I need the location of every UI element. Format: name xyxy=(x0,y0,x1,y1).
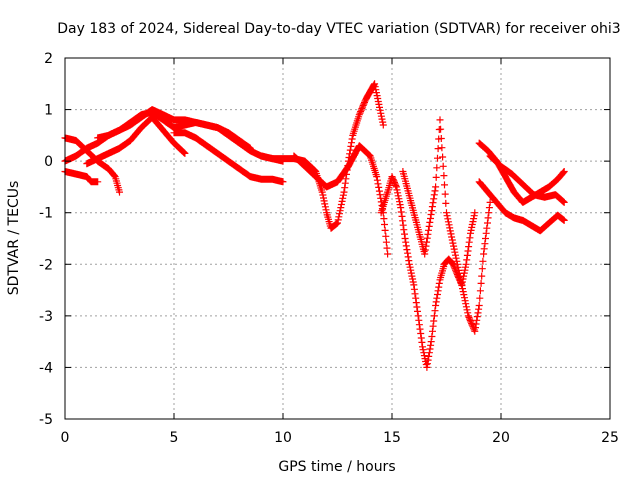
plus-markers xyxy=(377,173,479,371)
plus-markers xyxy=(61,168,102,186)
series-satellite-track-2 xyxy=(61,168,102,186)
y-tick-label: -2 xyxy=(39,257,53,273)
y-tick-label: -1 xyxy=(39,206,53,222)
series-satellite-track-10 xyxy=(399,116,494,335)
series-satellite-track-8 xyxy=(290,142,392,258)
y-tick-label: -5 xyxy=(39,412,53,428)
series-satellite-track-13 xyxy=(486,152,568,206)
plus-markers xyxy=(399,116,494,335)
y-tick-label: 2 xyxy=(44,51,53,67)
x-tick-label: 0 xyxy=(61,430,70,446)
x-tick-label: 5 xyxy=(170,430,179,446)
y-tick-label: -4 xyxy=(39,360,53,376)
plus-markers xyxy=(486,152,568,206)
series-satellite-track-6 xyxy=(170,129,287,186)
plus-markers xyxy=(290,142,392,258)
plus-markers xyxy=(83,113,189,168)
plus-markers xyxy=(170,129,287,186)
x-tick-label: 10 xyxy=(274,430,292,446)
plot-frame xyxy=(64,57,611,420)
y-tick-label: 1 xyxy=(44,103,53,119)
series-satellite-track-12 xyxy=(475,178,568,235)
x-tick-label: 25 xyxy=(601,430,619,446)
series-satellite-track-9 xyxy=(377,173,479,371)
chart-title: Day 183 of 2024, Sidereal Day-to-day VTE… xyxy=(57,21,620,37)
series-satellite-track-4 xyxy=(83,113,189,168)
data-points xyxy=(61,80,568,371)
x-tick-label: 15 xyxy=(383,430,401,446)
y-tick-label: -3 xyxy=(39,309,53,325)
y-tick-label: 0 xyxy=(44,154,53,170)
axis-ticks: 0 5 10 15 20 25 -5 -4 -3 -2 -1 0 1 2 xyxy=(39,51,619,446)
plus-markers xyxy=(94,106,254,152)
x-axis-label: GPS time / hours xyxy=(278,459,395,475)
y-axis-label: SDTVAR / TECUs xyxy=(6,181,22,296)
series-satellite-track-5 xyxy=(94,106,254,152)
x-tick-label: 20 xyxy=(492,430,510,446)
plus-markers xyxy=(475,178,568,235)
